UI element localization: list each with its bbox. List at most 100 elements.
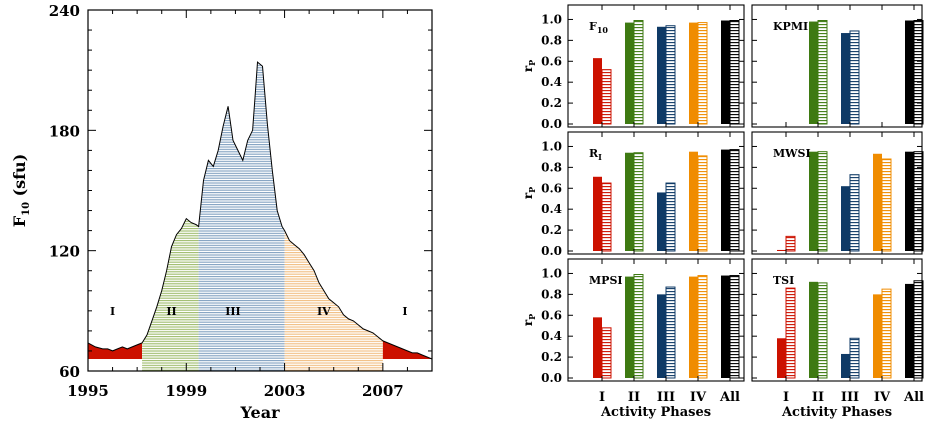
- category-label: III: [657, 390, 675, 405]
- y-tick-label: 1.0: [541, 139, 562, 153]
- x-axis-title: Year: [239, 403, 280, 422]
- y-tick-label: 0.8: [541, 33, 562, 47]
- bar-solid-iii: [657, 26, 666, 124]
- panel-r-i: 0.0 0.2 0.4 0.6 0.8 1.0 RI rP: [521, 131, 745, 258]
- bar-solid-ii: [809, 281, 818, 378]
- bar-solid-i: [593, 176, 602, 251]
- phase-label-5: I: [402, 305, 407, 318]
- bar-solid-all: [721, 149, 730, 251]
- y-axis-title: rP: [521, 314, 537, 326]
- bar-hatched-ii: [817, 282, 828, 379]
- y-tick-label: 0.6: [541, 181, 562, 195]
- phase-area-4: [284, 230, 383, 371]
- panel-label: MPSI: [589, 274, 623, 287]
- bar-hatched-iii: [665, 25, 676, 125]
- panel-label: RI: [589, 147, 602, 162]
- y-tick-label: 0.4: [541, 329, 562, 343]
- y-tick-label: 0.0: [541, 117, 562, 131]
- y-tick-label: 0.2: [541, 350, 562, 364]
- panel-frame: [567, 131, 745, 255]
- panel-kpmi: KPMI: [751, 4, 924, 128]
- category-label: All: [719, 390, 740, 405]
- y-tick-label: 120: [49, 243, 80, 261]
- panel-frame: [751, 258, 923, 382]
- f10-curve: [87, 61, 433, 360]
- bar-solid-iv: [689, 22, 698, 124]
- x-axis-title: Activity Phases: [781, 405, 892, 420]
- phase-area-1: [88, 342, 143, 359]
- phase-label-2: II: [166, 305, 176, 318]
- y-tick-label: 180: [49, 122, 80, 140]
- y-tick-label: 1.0: [541, 266, 562, 280]
- bar-solid-iii: [657, 192, 666, 251]
- bar-solid-iii: [841, 186, 850, 251]
- bar-hatched-i: [785, 287, 796, 379]
- bar-hatched-i: [601, 69, 612, 125]
- x-tick-label: 1999: [165, 382, 207, 400]
- y-tick-label: 0.0: [541, 371, 562, 385]
- bar-hatched-iii: [849, 30, 860, 125]
- category-label: IV: [874, 390, 891, 405]
- bar-solid-all: [721, 275, 730, 378]
- bar-solid-ii: [625, 152, 634, 251]
- panel-frame: [567, 4, 745, 128]
- correlation-bar-panels: 0.0 0.2 0.4 0.6 0.8 1.0 F10 rP KPMI 0.0 0.2 0.4 0.6 0…: [521, 4, 924, 420]
- phase-area-2: [142, 218, 199, 371]
- bar-solid-ii: [809, 151, 818, 251]
- bar-solid-iv: [689, 276, 698, 378]
- y-tick-label: 0.6: [541, 308, 562, 322]
- y-tick-label: 0.0: [541, 244, 562, 258]
- bar-hatched-ii: [817, 20, 828, 125]
- bar-hatched-i: [785, 235, 796, 252]
- panel-label: TSI: [773, 274, 794, 287]
- category-label: All: [903, 390, 924, 405]
- bar-hatched-ii: [633, 20, 644, 125]
- x-axis-title: Activity Phases: [600, 405, 711, 420]
- bar-hatched-all: [729, 275, 740, 379]
- panel-label: KPMI: [773, 20, 808, 33]
- y-tick-label: 240: [49, 2, 80, 20]
- y-tick-label: 0.4: [541, 202, 562, 216]
- bar-solid-i: [777, 249, 786, 251]
- panel-frame: [751, 4, 923, 128]
- bar-solid-ii: [625, 22, 634, 124]
- bar-solid-all: [905, 20, 914, 124]
- bar-solid-iii: [657, 294, 666, 378]
- bar-solid-iv: [873, 153, 882, 251]
- y-tick-label: 1.0: [541, 12, 562, 26]
- bar-solid-iii: [841, 33, 850, 124]
- bar-solid-iv: [873, 294, 882, 378]
- panel-label: F10: [589, 20, 608, 35]
- x-tick-label: 1995: [67, 382, 109, 400]
- panel-label: MWSI: [773, 147, 811, 160]
- bar-hatched-iii: [665, 286, 676, 379]
- category-label: IV: [690, 390, 707, 405]
- bar-solid-all: [721, 20, 730, 124]
- bar-hatched-ii: [817, 151, 828, 252]
- phase-label-4: IV: [317, 305, 331, 318]
- category-label: I: [783, 390, 789, 405]
- y-axis-title: rP: [521, 187, 537, 199]
- x-tick-label: 2003: [264, 382, 306, 400]
- y-tick-label: 0.2: [541, 96, 562, 110]
- category-label: I: [599, 390, 605, 405]
- bar-solid-i: [777, 338, 786, 378]
- bar-solid-i: [593, 317, 602, 378]
- bar-hatched-iii: [665, 182, 676, 252]
- bar-solid-i: [593, 58, 602, 124]
- panel-f-10: 0.0 0.2 0.4 0.6 0.8 1.0 F10 rP: [521, 4, 745, 131]
- bar-hatched-i: [601, 327, 612, 379]
- bar-solid-all: [905, 283, 914, 378]
- phase-label-3: III: [225, 305, 240, 318]
- bar-solid-ii: [625, 276, 634, 378]
- bar-hatched-ii: [633, 152, 644, 252]
- bar-hatched-iii: [849, 174, 860, 252]
- y-tick-label: 0.2: [541, 223, 562, 237]
- y-tick-label: 0.6: [541, 54, 562, 68]
- bar-solid-iii: [841, 353, 850, 378]
- category-label: II: [628, 390, 640, 405]
- bar-hatched-iv: [697, 22, 708, 125]
